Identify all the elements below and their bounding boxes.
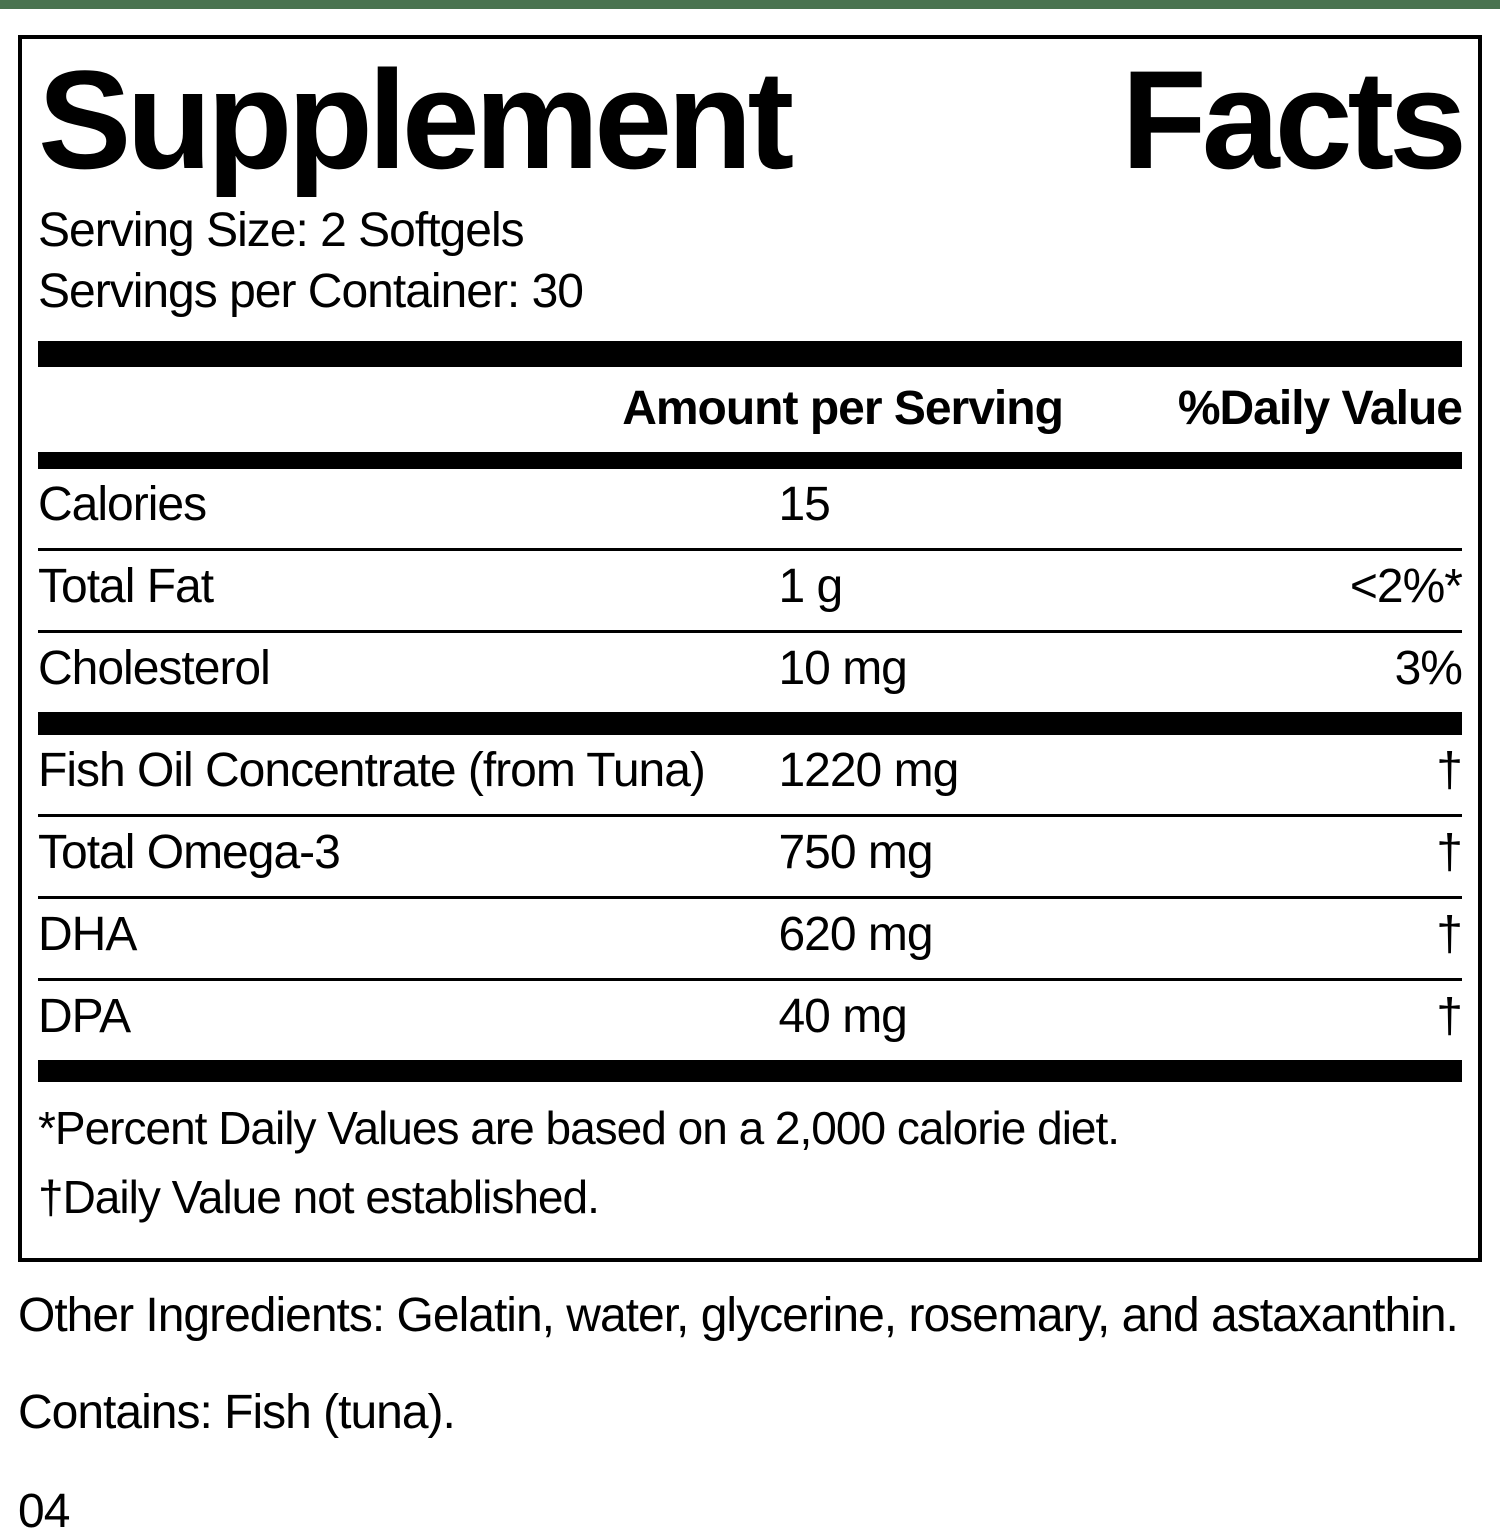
nutrient-name: Total Omega-3 — [38, 825, 341, 879]
top-accent-bar — [0, 0, 1500, 9]
table-row-fish-oil-concentrate: Fish Oil Concentrate (from Tuna) 1220 mg… — [38, 735, 1463, 814]
nutrient-dv-dagger: † — [1436, 907, 1463, 961]
below-panel-text: Other Ingredients: Gelatin, water, glyce… — [18, 1288, 1482, 1539]
table-row-calories: Calories 15 — [38, 469, 1462, 548]
header-daily-value: %Daily Value — [1177, 381, 1463, 435]
other-ingredients-line: Other Ingredients: Gelatin, water, glyce… — [18, 1288, 1459, 1342]
nutrient-name: Cholesterol — [38, 641, 271, 695]
table-row-dha: DHA 620 mg † — [38, 895, 1463, 978]
footnote-percent-daily-values: *Percent Daily Values are based on a 2,0… — [38, 1101, 1120, 1154]
footnotes-block: *Percent Daily Values are based on a 2,0… — [38, 1082, 1462, 1246]
nutrient-name: Fish Oil Concentrate (from Tuna) — [38, 743, 706, 797]
nutrient-dv: <2%* — [1349, 559, 1463, 613]
macro-rows-section: Calories 15 Total Fat 1 g <2%* Cholester… — [38, 469, 1463, 712]
nutrient-name: Calories — [38, 477, 207, 531]
table-header-row: Amount per Serving %Daily Value — [38, 367, 1463, 452]
nutrient-dv-dagger: † — [1436, 743, 1463, 797]
oil-rows-section: Fish Oil Concentrate (from Tuna) 1220 mg… — [38, 735, 1463, 1060]
table-row-total-omega-3: Total Omega-3 750 mg † — [38, 813, 1463, 896]
panel-title-word-facts: Facts — [1121, 41, 1467, 198]
nutrient-amount: 1 g — [778, 559, 843, 613]
nutrient-name: DHA — [38, 907, 137, 961]
supplement-facts-panel: Supplement Facts Serving Size: 2 Softgel… — [18, 35, 1482, 1262]
nutrient-amount: 40 mg — [778, 989, 907, 1043]
nutrient-dv-dagger: † — [1436, 825, 1463, 879]
nutrient-amount: 10 mg — [778, 641, 907, 695]
nutrient-amount: 750 mg — [778, 825, 933, 879]
serving-size-line: Serving Size: 2 Softgels — [38, 203, 525, 257]
nutrient-amount: 1220 mg — [778, 743, 959, 797]
nutrient-amount: 15 — [778, 477, 830, 531]
contains-line: Contains: Fish (tuna). — [18, 1385, 456, 1439]
table-row-total-fat: Total Fat 1 g <2%* — [38, 547, 1463, 630]
thick-divider-top — [38, 340, 1462, 367]
footnote-daily-value-not-established: †Daily Value not established. — [38, 1170, 600, 1223]
nutrient-name: Total Fat — [38, 559, 214, 613]
thick-divider-under-header — [38, 451, 1462, 469]
table-row-dpa: DPA 40 mg † — [38, 977, 1463, 1060]
thick-divider-middle — [38, 711, 1462, 735]
nutrient-amount: 620 mg — [778, 907, 933, 961]
nutrient-dv: 3% — [1394, 641, 1463, 695]
servings-per-container-line: Servings per Container: 30 — [38, 265, 584, 319]
panel-title: Supplement Facts — [38, 41, 1467, 198]
nutrient-name: DPA — [38, 989, 131, 1043]
nutrient-dv-dagger: † — [1436, 989, 1463, 1043]
header-amount-per-serving: Amount per Serving — [622, 381, 1064, 435]
table-row-cholesterol: Cholesterol 10 mg 3% — [38, 629, 1463, 712]
thick-divider-bottom — [38, 1059, 1462, 1082]
panel-title-word-supplement: Supplement — [38, 41, 794, 198]
footer-code: 04 — [18, 1484, 70, 1538]
serving-info: Serving Size: 2 Softgels Servings per Co… — [38, 200, 1462, 323]
